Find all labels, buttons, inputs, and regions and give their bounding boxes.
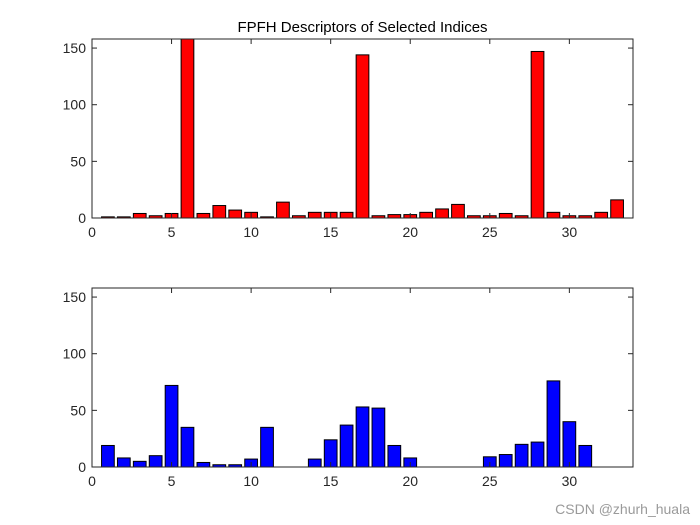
bar-2-1 bbox=[101, 444, 115, 468]
bar-2-14 bbox=[307, 458, 322, 468]
bar-1-6 bbox=[180, 38, 195, 219]
x-tick-label: 5 bbox=[168, 224, 176, 240]
y-tick-label: 0 bbox=[78, 210, 86, 226]
bar-2-18 bbox=[371, 407, 386, 468]
x-tick-label: 30 bbox=[562, 473, 578, 489]
y-tick-label: 50 bbox=[70, 402, 86, 418]
chart-title: FPFH Descriptors of Selected Indices bbox=[237, 19, 487, 36]
axes-box bbox=[91, 38, 634, 219]
bar-2-30 bbox=[562, 421, 577, 468]
bar-2-31 bbox=[578, 444, 593, 468]
bar-2-27 bbox=[514, 443, 529, 468]
y-tick-label: 150 bbox=[63, 40, 87, 56]
bar-1-23 bbox=[451, 203, 465, 219]
bar-2-28 bbox=[530, 441, 545, 468]
chart-panel-1: 0 5 10 15 20 25 30 0 50 100 150 FPFH Descriptors of… bbox=[63, 19, 634, 240]
x-tick-label: 0 bbox=[88, 224, 96, 240]
bar-2-11 bbox=[260, 426, 274, 468]
bar-1-22 bbox=[435, 208, 449, 219]
bar-2-5 bbox=[164, 384, 179, 468]
y-tick-label: 100 bbox=[63, 97, 87, 113]
bar-2-2 bbox=[116, 457, 131, 468]
x-tick-label: 15 bbox=[323, 224, 339, 240]
bar-1-26 bbox=[498, 212, 513, 219]
x-tick-label: 25 bbox=[482, 473, 498, 489]
bar-1-29 bbox=[546, 211, 561, 219]
y-tick-label: 0 bbox=[78, 459, 86, 475]
bar-1-33 bbox=[610, 199, 624, 219]
x-tick-label: 0 bbox=[88, 473, 96, 489]
bar-2-17 bbox=[355, 406, 370, 468]
bar-2-3 bbox=[132, 460, 147, 468]
bar-1-32 bbox=[594, 211, 609, 219]
bar-1-14 bbox=[307, 211, 322, 219]
bar-1-17 bbox=[355, 54, 370, 219]
bar-1-9 bbox=[228, 209, 243, 219]
x-tick-label: 20 bbox=[402, 224, 418, 240]
bar-2-7 bbox=[196, 461, 211, 468]
bar-1-3 bbox=[132, 212, 147, 219]
bar-2-16 bbox=[339, 424, 354, 468]
bar-1-12 bbox=[276, 201, 290, 219]
y-tick-label: 50 bbox=[70, 153, 86, 169]
bar-1-21 bbox=[419, 211, 434, 219]
x-tick-label: 15 bbox=[323, 473, 339, 489]
x-tick-label: 30 bbox=[562, 224, 578, 240]
bar-1-8 bbox=[212, 205, 227, 219]
bar-1-19 bbox=[387, 214, 402, 219]
bar-2-4 bbox=[148, 455, 163, 468]
y-tick-label: 150 bbox=[63, 289, 87, 305]
bar-2-6 bbox=[180, 426, 195, 468]
bar-2-26 bbox=[498, 454, 513, 468]
bar-2-19 bbox=[387, 444, 402, 468]
x-tick-label: 20 bbox=[402, 473, 418, 489]
bar-1-28 bbox=[530, 50, 545, 219]
axes-box bbox=[91, 287, 634, 468]
bar-2-29 bbox=[546, 380, 561, 468]
x-tick-label: 10 bbox=[243, 473, 259, 489]
chart-panel-2: 0 5 10 15 20 25 30 0 50 100 150 bbox=[63, 287, 634, 489]
y-tick-label: 100 bbox=[63, 346, 87, 362]
watermark-text: CSDN @zhurh_huala bbox=[555, 501, 690, 517]
bar-1-16 bbox=[339, 211, 354, 219]
x-tick-label: 25 bbox=[482, 224, 498, 240]
x-tick-label: 5 bbox=[168, 473, 176, 489]
x-tick-label: 10 bbox=[243, 224, 259, 240]
bar-1-7 bbox=[196, 212, 211, 219]
